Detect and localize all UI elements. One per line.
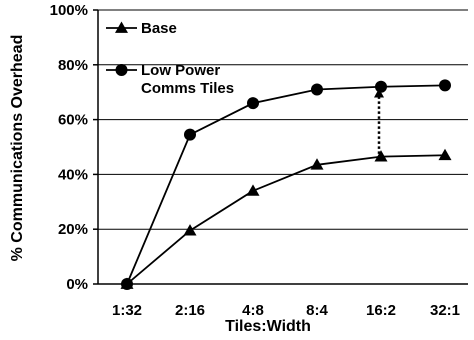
x-tick-label: 8:4 bbox=[306, 302, 328, 319]
data-point bbox=[375, 80, 387, 93]
y-tick-label: 40% bbox=[58, 166, 88, 183]
series-line bbox=[126, 84, 446, 285]
legend-label: Low Power Comms Tiles bbox=[141, 62, 234, 97]
x-tick-labels: 1:32 2:16 4:8 8:4 16:2 32:1 bbox=[112, 302, 460, 319]
data-point bbox=[246, 184, 260, 196]
data-point bbox=[121, 278, 133, 290]
legend-marker bbox=[115, 64, 128, 76]
y-axis-title: % Communications Overhead bbox=[9, 35, 26, 262]
y-tick-label: 80% bbox=[58, 57, 88, 74]
annotation-arrow bbox=[374, 88, 384, 154]
legend-marker bbox=[115, 21, 128, 33]
x-tick-label: 1:32 bbox=[112, 302, 142, 319]
y-tick-label: 20% bbox=[58, 221, 88, 238]
legend: Base Low Power Comms Tiles bbox=[106, 20, 234, 97]
series-line bbox=[126, 154, 446, 285]
x-axis-title: Tiles:Width bbox=[225, 318, 311, 335]
x-tick-label: 2:16 bbox=[175, 302, 205, 319]
series-2 bbox=[121, 79, 451, 290]
data-point bbox=[439, 79, 451, 92]
data-point bbox=[438, 148, 452, 161]
y-tick-labels: 0% 20% 40% 60% 80% 100% bbox=[50, 2, 88, 293]
data-point bbox=[184, 128, 196, 141]
legend-label: Base bbox=[141, 20, 177, 37]
data-point bbox=[247, 97, 259, 110]
data-point bbox=[311, 83, 323, 96]
gridlines bbox=[98, 9, 468, 230]
series-group bbox=[120, 79, 452, 290]
y-tick-label: 60% bbox=[58, 112, 88, 129]
axes bbox=[93, 9, 468, 285]
y-tick-label: 0% bbox=[66, 276, 88, 293]
data-point bbox=[310, 158, 324, 170]
data-point bbox=[183, 224, 197, 236]
series-1 bbox=[120, 148, 452, 289]
x-tick-label: 32:1 bbox=[430, 302, 460, 319]
x-tick-label: 4:8 bbox=[242, 302, 264, 319]
legend-entry-base: Base bbox=[106, 20, 177, 37]
x-tick-label: 16:2 bbox=[366, 302, 396, 319]
y-tick-label: 100% bbox=[50, 2, 88, 19]
annotation-arrowhead bbox=[374, 88, 384, 98]
legend-entry-low-power: Low Power Comms Tiles bbox=[106, 62, 234, 97]
data-point bbox=[374, 150, 388, 162]
